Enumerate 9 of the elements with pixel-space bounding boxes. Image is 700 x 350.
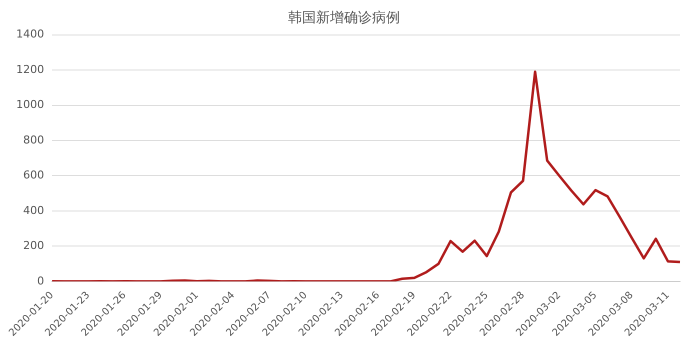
y-tick-label: 600: [23, 168, 44, 182]
y-tick-label: 200: [23, 239, 44, 252]
y-tick-label: 400: [23, 204, 44, 217]
y-tick-label: 0: [37, 274, 44, 288]
y-tick-label: 1000: [16, 98, 44, 112]
y-tick-label: 800: [23, 133, 44, 146]
y-tick-label: 1400: [16, 28, 44, 41]
chart-title: 韩国新增确诊病例: [288, 10, 400, 26]
y-tick-label: 1200: [16, 62, 44, 76]
